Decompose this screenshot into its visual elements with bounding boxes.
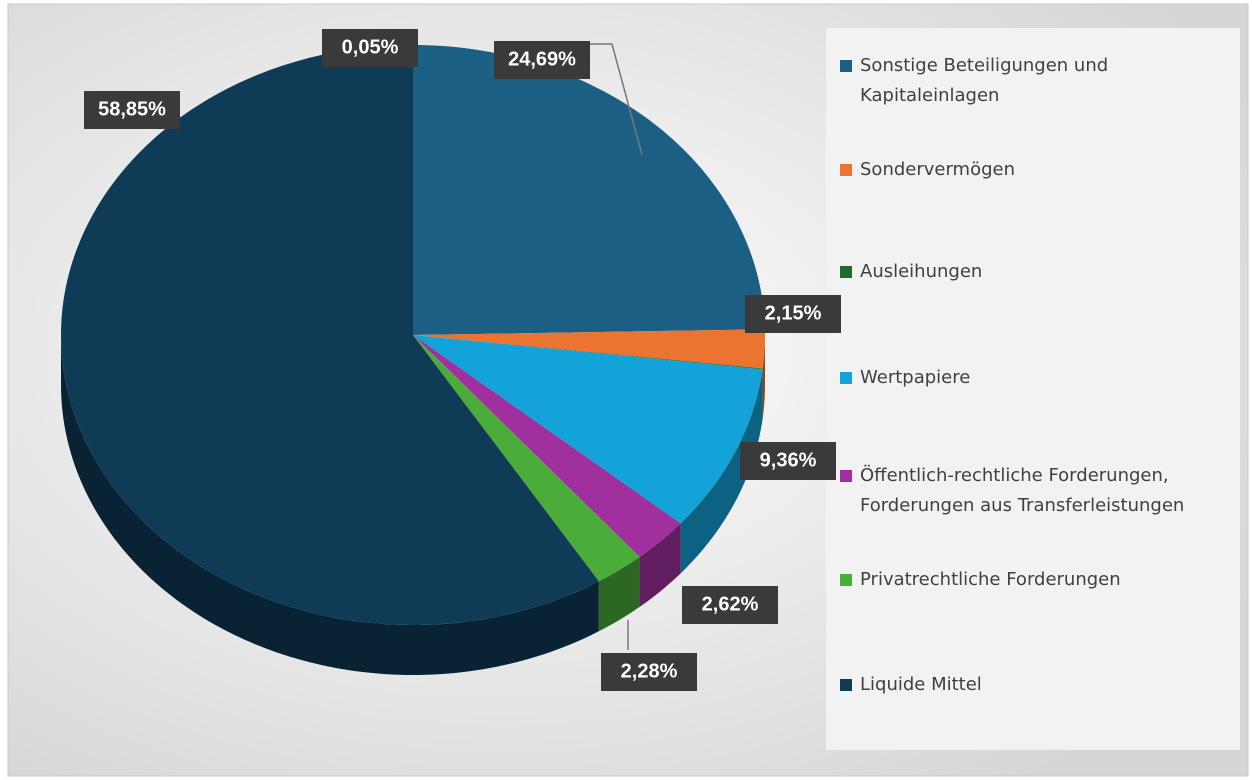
slice [413,329,765,369]
legend-label: Liquide Mittel [860,674,982,695]
slice-side [639,523,681,607]
data-label: 58,85% [98,98,166,120]
slice-side [762,335,765,419]
legend-label: Sonstige Beteiligungen und Kapitaleinlage… [860,55,1108,106]
data-label: 2,28% [621,660,678,682]
data-label: 9,36% [760,449,817,471]
legend-swatch [840,470,852,482]
legend: Sonstige Beteiligungen und Kapitaleinlage… [840,55,1184,695]
data-label: 0,05% [342,36,399,58]
data-label: 2,62% [702,593,759,615]
data-label: 2,15% [765,302,822,324]
legend-swatch [840,679,852,691]
legend-swatch [840,372,852,384]
legend-line: Sonstige Beteiligungen und [860,55,1108,76]
slice [61,45,599,625]
data-label: 24,69% [508,48,576,70]
data-labels: 24,69% 2,15% 0,05% 9,36% 2,62% 2,28% 58,85% [84,29,841,691]
leader-line [590,43,643,156]
legend-swatch [840,60,852,72]
legend-line: Öffentlich-rechtliche Forderungen, [860,464,1169,486]
legend-swatch [840,574,852,586]
legend-label: Ausleihungen [860,261,982,282]
label-box [601,653,697,691]
slice-side [680,369,763,574]
label-box [740,442,836,480]
legend-swatch [840,164,852,176]
legend-label: Privatrechtliche Forderungen [860,569,1121,590]
slice [413,335,640,582]
slice [413,45,765,335]
legend-box [826,28,1240,750]
label-box [84,91,180,129]
legend-line: Forderungen aus Transferleistungen [860,495,1184,516]
legend-swatch [840,266,852,278]
slice [413,335,763,370]
legend-label: Sondervermögen [860,159,1015,180]
slice [413,335,681,557]
legend-label: Öffentlich-rechtliche Forderungen, Forder… [860,464,1184,516]
legend-line: Kapitaleinlagen [860,85,999,106]
slice-side [598,556,640,632]
slice [413,335,763,524]
label-box [494,41,590,79]
legend-label: Wertpapiere [860,367,970,388]
label-box [322,29,418,67]
pie [61,45,765,675]
label-box [745,295,841,333]
label-box [682,586,778,624]
slice-side [61,335,599,675]
